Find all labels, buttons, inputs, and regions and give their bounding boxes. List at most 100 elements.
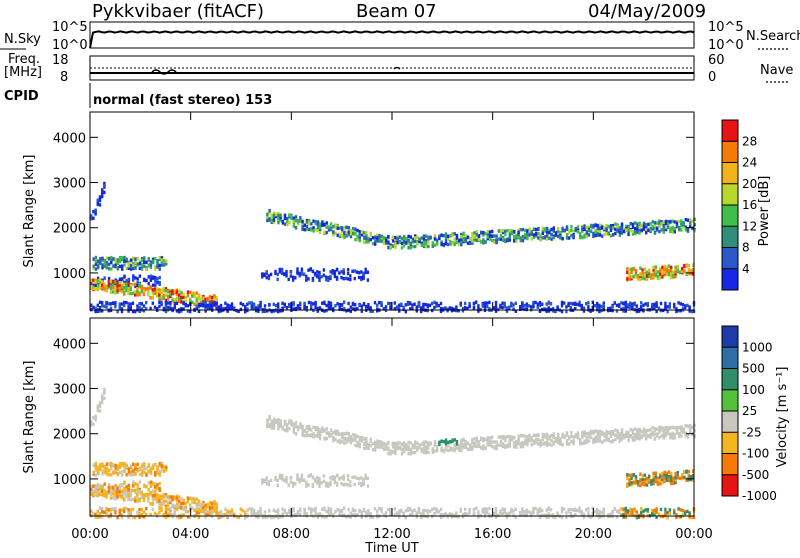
power-cell bbox=[557, 229, 560, 233]
power-cell bbox=[499, 233, 503, 238]
velocity-cell bbox=[354, 443, 357, 448]
power-cell bbox=[180, 295, 183, 299]
power-cell bbox=[574, 227, 577, 232]
velocity-cell bbox=[305, 430, 309, 435]
velocity-cell bbox=[439, 515, 443, 519]
velocity-cell bbox=[277, 515, 280, 520]
velocity-cell bbox=[499, 511, 502, 515]
velocity-cell bbox=[483, 508, 487, 512]
power-cell bbox=[690, 309, 693, 314]
power-cell bbox=[629, 222, 632, 226]
power-cell bbox=[358, 232, 361, 236]
power-cell bbox=[687, 264, 690, 268]
power-cell bbox=[217, 305, 220, 309]
power-cell bbox=[647, 222, 650, 227]
power-cell bbox=[204, 302, 207, 306]
velocity-cell bbox=[105, 462, 109, 466]
power-cell bbox=[114, 301, 117, 305]
power-cell bbox=[149, 261, 153, 266]
velocity-cell bbox=[162, 465, 166, 469]
power-cell bbox=[325, 303, 328, 308]
power-cell bbox=[154, 283, 157, 287]
velocity-cell bbox=[354, 433, 357, 437]
power-cell bbox=[510, 302, 513, 307]
velocity-cell bbox=[532, 506, 535, 511]
power-cell bbox=[303, 305, 306, 310]
velocity-cell bbox=[691, 432, 694, 437]
power-cell bbox=[301, 220, 304, 224]
power-cell bbox=[616, 223, 619, 227]
velocity-cell bbox=[349, 440, 353, 445]
power-cell bbox=[670, 265, 673, 270]
velocity-cell bbox=[197, 501, 201, 506]
velocity-cell bbox=[519, 434, 522, 438]
power-cell bbox=[94, 306, 97, 311]
power-cell bbox=[171, 299, 174, 303]
velocity-cell bbox=[357, 481, 361, 486]
power-cell bbox=[301, 227, 304, 231]
velocity-cell bbox=[92, 492, 95, 497]
power-cell bbox=[116, 258, 120, 262]
velocity-cell bbox=[449, 440, 452, 444]
velocity-cell bbox=[677, 515, 680, 519]
velocity-cell bbox=[114, 491, 117, 495]
power-cell bbox=[127, 302, 130, 306]
power-cell bbox=[327, 228, 331, 232]
velocity-cell bbox=[499, 435, 503, 439]
velocity-cell bbox=[272, 424, 276, 428]
velocity-cell bbox=[310, 509, 313, 514]
velocity-cell bbox=[164, 510, 168, 515]
velocity-cell bbox=[374, 441, 377, 446]
velocity-cell bbox=[138, 468, 142, 472]
velocity-cell bbox=[580, 509, 583, 514]
velocity-cell bbox=[352, 433, 355, 437]
power-cell bbox=[329, 306, 333, 311]
power-cell bbox=[378, 239, 381, 243]
velocity-cell bbox=[310, 434, 313, 438]
power-cell bbox=[439, 306, 443, 311]
power-cell bbox=[270, 213, 273, 217]
velocity-cell bbox=[92, 511, 95, 515]
power-cell bbox=[266, 218, 269, 223]
velocity-cell bbox=[413, 508, 416, 512]
velocity-cell bbox=[536, 508, 539, 512]
power-cell bbox=[598, 223, 602, 227]
power-cell bbox=[347, 226, 350, 230]
power-cell bbox=[406, 302, 410, 306]
power-cell bbox=[420, 236, 423, 240]
velocity-cell bbox=[195, 510, 198, 515]
velocity-cell bbox=[633, 508, 636, 513]
velocity-cell bbox=[340, 481, 343, 486]
power-cell bbox=[429, 235, 432, 239]
power-cell bbox=[136, 304, 139, 308]
velocity-cell bbox=[288, 419, 291, 423]
velocity-cell bbox=[327, 482, 330, 486]
power-cell bbox=[283, 222, 287, 226]
velocity-cell bbox=[134, 463, 137, 467]
velocity-cell bbox=[686, 424, 690, 428]
power-cell bbox=[554, 309, 557, 313]
velocity-cell bbox=[347, 432, 350, 436]
velocity-cell bbox=[638, 437, 641, 441]
velocity-cell bbox=[546, 443, 549, 447]
velocity-cell bbox=[343, 441, 346, 446]
velocity-cell bbox=[382, 442, 386, 446]
power-cell bbox=[416, 235, 419, 239]
power-cell bbox=[411, 303, 414, 307]
velocity-cell bbox=[634, 475, 638, 479]
power-cell bbox=[403, 235, 406, 239]
velocity-cell bbox=[116, 486, 119, 491]
power-cell bbox=[362, 272, 365, 276]
velocity-cell bbox=[689, 424, 692, 428]
velocity-cell bbox=[325, 509, 328, 514]
velocity-cell bbox=[110, 461, 113, 466]
power-cell bbox=[420, 309, 423, 314]
power-cell bbox=[585, 232, 588, 237]
power-cell bbox=[96, 278, 99, 283]
power-cell bbox=[296, 267, 299, 271]
power-cell bbox=[464, 239, 467, 244]
power-cell bbox=[497, 229, 500, 233]
power-cell bbox=[158, 300, 161, 305]
colorbar-tick-label: 1000 bbox=[742, 340, 773, 354]
power-heatmap-cells bbox=[90, 181, 696, 314]
